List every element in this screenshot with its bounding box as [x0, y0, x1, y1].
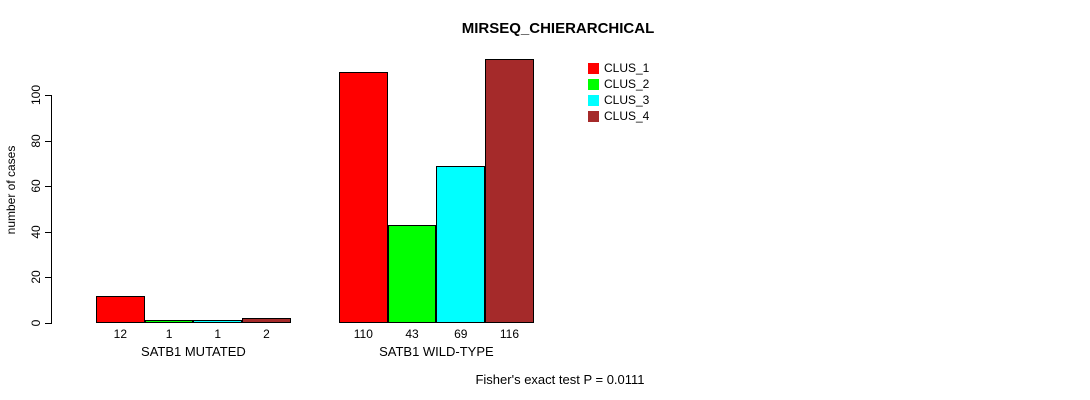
bar-clus_4-wildtype [485, 59, 534, 323]
y-axis-label: number of cases [4, 145, 18, 235]
y-axis-line [51, 95, 52, 324]
bar-value-label: 43 [405, 327, 419, 341]
legend-label: CLUS_3 [604, 93, 650, 107]
y-tick [45, 277, 51, 279]
bar-value-label: 69 [454, 327, 468, 341]
legend-item-clus_4: CLUS_4 [588, 109, 649, 124]
legend-swatch-icon [588, 95, 599, 106]
y-tick-label: 20 [29, 270, 43, 285]
footnote-pvalue: Fisher's exact test P = 0.0111 [475, 372, 645, 387]
legend-swatch-icon [588, 79, 599, 90]
legend: CLUS_1 CLUS_2 CLUS_3 CLUS_4 [588, 61, 649, 125]
y-tick-label: 0 [29, 319, 43, 327]
y-tick-label: 40 [29, 225, 43, 239]
chart-title: MIRSEQ_CHIERARCHICAL [461, 20, 655, 37]
bar-clus_2-mutated [144, 320, 194, 323]
bar-value-label: 110 [353, 327, 373, 341]
legend-item-clus_1: CLUS_1 [588, 61, 649, 76]
y-tick [45, 323, 51, 324]
group-label: SATB1 WILD-TYPE [379, 344, 494, 359]
y-tick [45, 231, 51, 233]
bar-clus_4-mutated [242, 318, 291, 323]
bar-clus_1-mutated [96, 296, 145, 323]
legend-label: CLUS_1 [604, 61, 650, 75]
y-tick [45, 95, 51, 96]
bar-value-label: 2 [263, 327, 270, 341]
y-tick-label: 60 [29, 179, 43, 193]
bar-value-label: 12 [113, 327, 128, 341]
legend-swatch-icon [588, 111, 599, 122]
bar-value-label: 1 [165, 327, 173, 341]
legend-label: CLUS_4 [604, 109, 650, 123]
legend-item-clus_3: CLUS_3 [588, 93, 649, 108]
legend-item-clus_2: CLUS_2 [588, 77, 649, 92]
bar-clus_2-wildtype [387, 225, 437, 323]
bar-clus_3-mutated [193, 320, 243, 323]
legend-swatch-icon [588, 63, 599, 74]
bar-clus_1-wildtype [339, 72, 388, 323]
y-tick-label: 100 [29, 84, 43, 106]
group-label: SATB1 MUTATED [141, 344, 246, 359]
bar-value-label: 116 [499, 327, 520, 341]
legend-label: CLUS_2 [604, 77, 650, 91]
y-tick [45, 186, 51, 188]
y-tick [45, 140, 51, 142]
bar-clus_3-wildtype [436, 166, 486, 323]
y-tick-label: 80 [29, 133, 43, 148]
bar-value-label: 1 [214, 327, 222, 341]
